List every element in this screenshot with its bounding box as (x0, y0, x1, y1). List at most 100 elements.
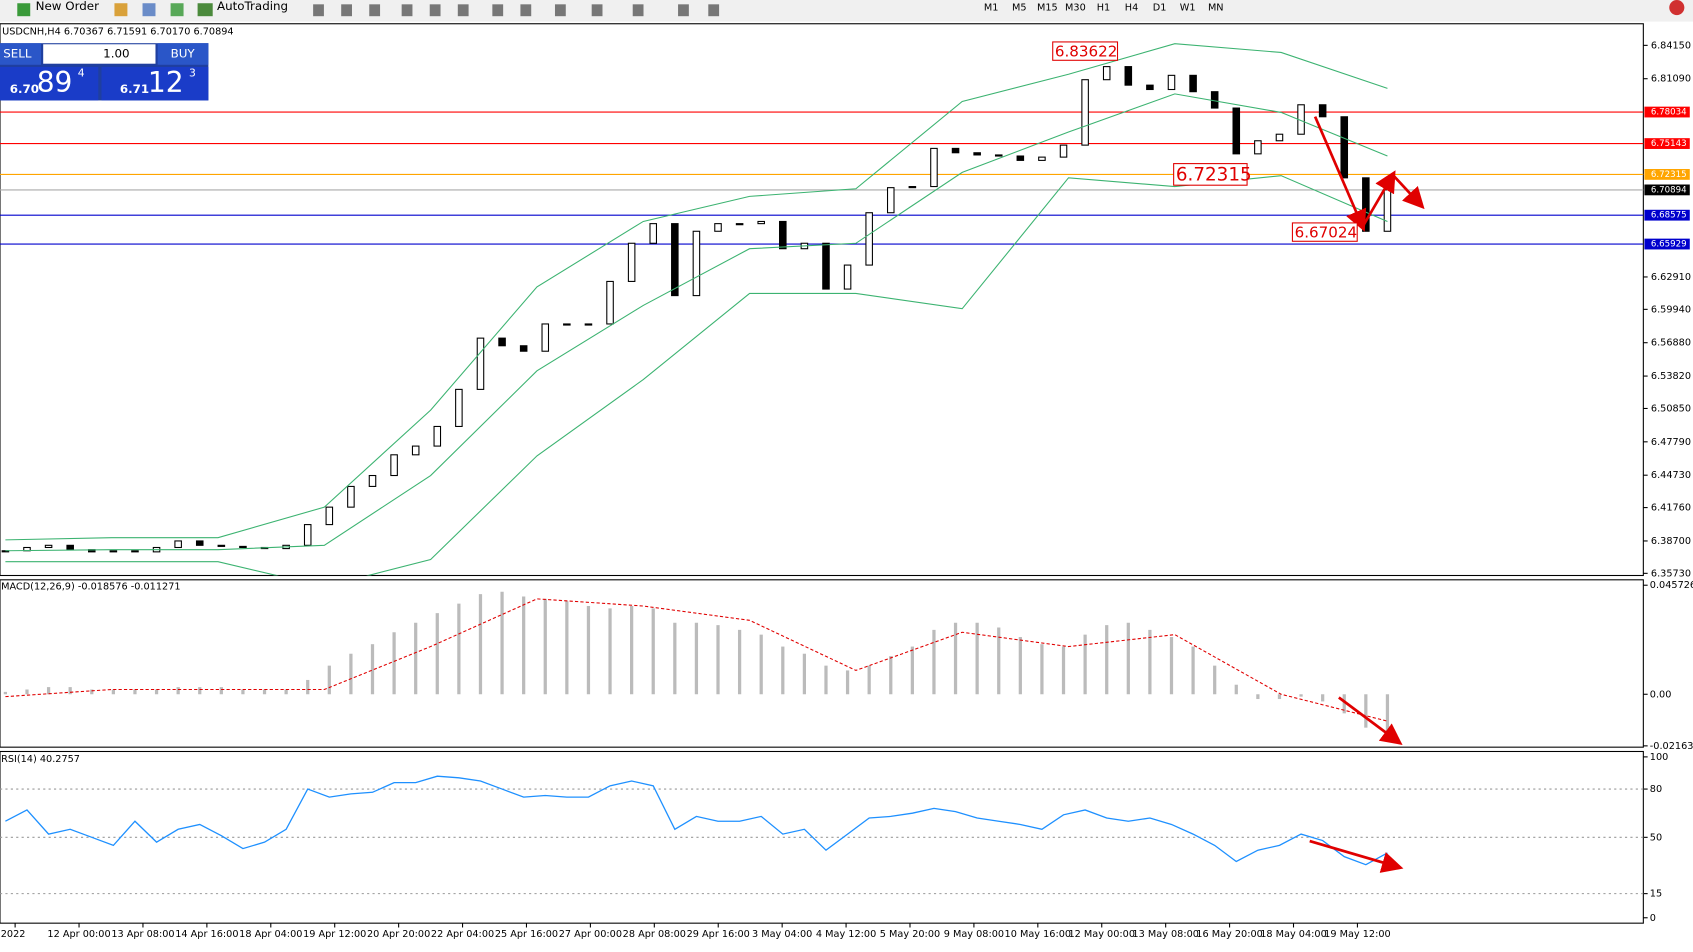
candle (973, 152, 981, 156)
candle (390, 454, 398, 477)
time-label: 10 May 16:00 (1005, 929, 1072, 940)
rsi-tick-label: 80 (1650, 784, 1662, 795)
buy-price[interactable] (101, 66, 209, 101)
sell-price[interactable] (0, 66, 99, 101)
timeframe[interactable]: M1 (984, 3, 999, 14)
lot-input[interactable] (43, 44, 156, 64)
candle (584, 323, 593, 326)
candle (325, 506, 334, 526)
time-label: 22 Apr 04:00 (431, 929, 494, 940)
time-label: 19 Apr 12:00 (303, 929, 366, 940)
alert-badge[interactable] (1669, 0, 1685, 16)
candle (1167, 74, 1176, 91)
annotation-box (1291, 222, 1358, 242)
buy-big: 6.71 (120, 82, 149, 96)
arrow (1361, 170, 1396, 228)
level-label: 6.65929 (1651, 240, 1687, 250)
buy-pips: 12 (148, 66, 184, 99)
time-label: 4 May 12:00 (816, 929, 876, 940)
tool-icon[interactable] (142, 3, 156, 17)
lot[interactable]: 1.00 (103, 46, 129, 60)
sell-big: 6.70 (10, 82, 39, 96)
candle (1275, 133, 1284, 142)
main-panel (0, 23, 1644, 577)
timeframe[interactable]: M30 (1065, 3, 1086, 14)
price-chart (0, 43, 1644, 576)
candle (239, 545, 247, 549)
candle (519, 345, 528, 352)
level-tag (1644, 184, 1690, 196)
buy-frac: 3 (189, 66, 196, 79)
candle (541, 323, 550, 352)
time-label: 12 Apr 00:00 (47, 929, 110, 940)
candle (606, 280, 614, 325)
timeframe[interactable]: M5 (1012, 3, 1027, 14)
candle (1102, 66, 1111, 81)
time-label: 5 May 20:00 (880, 929, 940, 940)
candle (433, 425, 442, 447)
arrow (1309, 839, 1404, 873)
candle (563, 323, 571, 326)
timeframe[interactable]: M15 (1037, 3, 1058, 14)
arrow (1391, 173, 1425, 210)
buy-label[interactable]: BUY (171, 46, 196, 60)
candle (930, 147, 938, 188)
tool-icon[interactable] (170, 3, 184, 17)
rsi-tick-label: 50 (1650, 832, 1662, 843)
timeframe[interactable]: H4 (1125, 3, 1138, 14)
candle (217, 544, 226, 547)
timeframe[interactable]: D1 (1153, 3, 1167, 14)
candle (735, 223, 744, 226)
candle (1318, 104, 1327, 118)
candle (1146, 84, 1154, 91)
macd-tick-label: 0.045726 (1650, 580, 1693, 591)
macd (3, 591, 1390, 739)
candle (1210, 91, 1219, 109)
annotation: 6.67024 (1295, 224, 1357, 242)
sell-label[interactable]: SELL (3, 46, 32, 60)
macd-panel (0, 579, 1644, 748)
timeframe[interactable]: W1 (1180, 3, 1196, 14)
one-click-panel: SELL 1.00 BUY 6.70 89 4 6.71 12 3 (0, 43, 209, 101)
price-tick-label: 6.44730 (1651, 470, 1691, 481)
buy-button[interactable] (157, 43, 209, 65)
auto-trading[interactable]: AutoTrading (217, 0, 288, 13)
candle (66, 544, 74, 551)
timeframe[interactable]: MN (1208, 3, 1224, 14)
timeframe[interactable]: H1 (1097, 3, 1110, 14)
candle (649, 223, 658, 244)
level-tag (1644, 209, 1690, 221)
macd-tick-label: 0.00 (1650, 689, 1672, 700)
candle (1189, 74, 1197, 93)
annotation: 6.83622 (1055, 43, 1117, 61)
candle (368, 474, 377, 487)
candle (44, 544, 53, 549)
macd-tick-label: -0.021639 (1650, 741, 1693, 752)
candle (411, 445, 420, 456)
sell-frac: 4 (78, 66, 85, 79)
symbol-info: USDCNH,H4 6.70367 6.71591 6.70170 6.7089… (2, 26, 233, 37)
time-label: 28 Apr 08:00 (623, 929, 686, 940)
rsi-tick-label: 15 (1650, 889, 1662, 900)
candle (908, 186, 917, 189)
new-order[interactable]: New Order (36, 0, 99, 13)
candle (1016, 155, 1025, 161)
sell-button[interactable] (0, 43, 42, 65)
time-label: 13 Apr 08:00 (111, 929, 174, 940)
candle (822, 242, 830, 290)
candle (131, 550, 139, 553)
autotrading-icon[interactable] (197, 3, 213, 17)
time-label: 14 Apr 16:00 (175, 929, 238, 940)
time-label: 3 May 04:00 (752, 929, 812, 940)
time-label: 27 Apr 00:00 (559, 929, 622, 940)
price-tick-label: 6.41760 (1651, 503, 1691, 514)
tool-icon[interactable] (114, 3, 128, 17)
bollinger-upper (5, 43, 1388, 541)
candle (692, 230, 701, 297)
candle (1038, 156, 1046, 161)
new-order-icon[interactable] (17, 3, 31, 17)
time-label: 18 Apr 04:00 (239, 929, 302, 940)
time-label: 29 Apr 16:00 (687, 929, 750, 940)
